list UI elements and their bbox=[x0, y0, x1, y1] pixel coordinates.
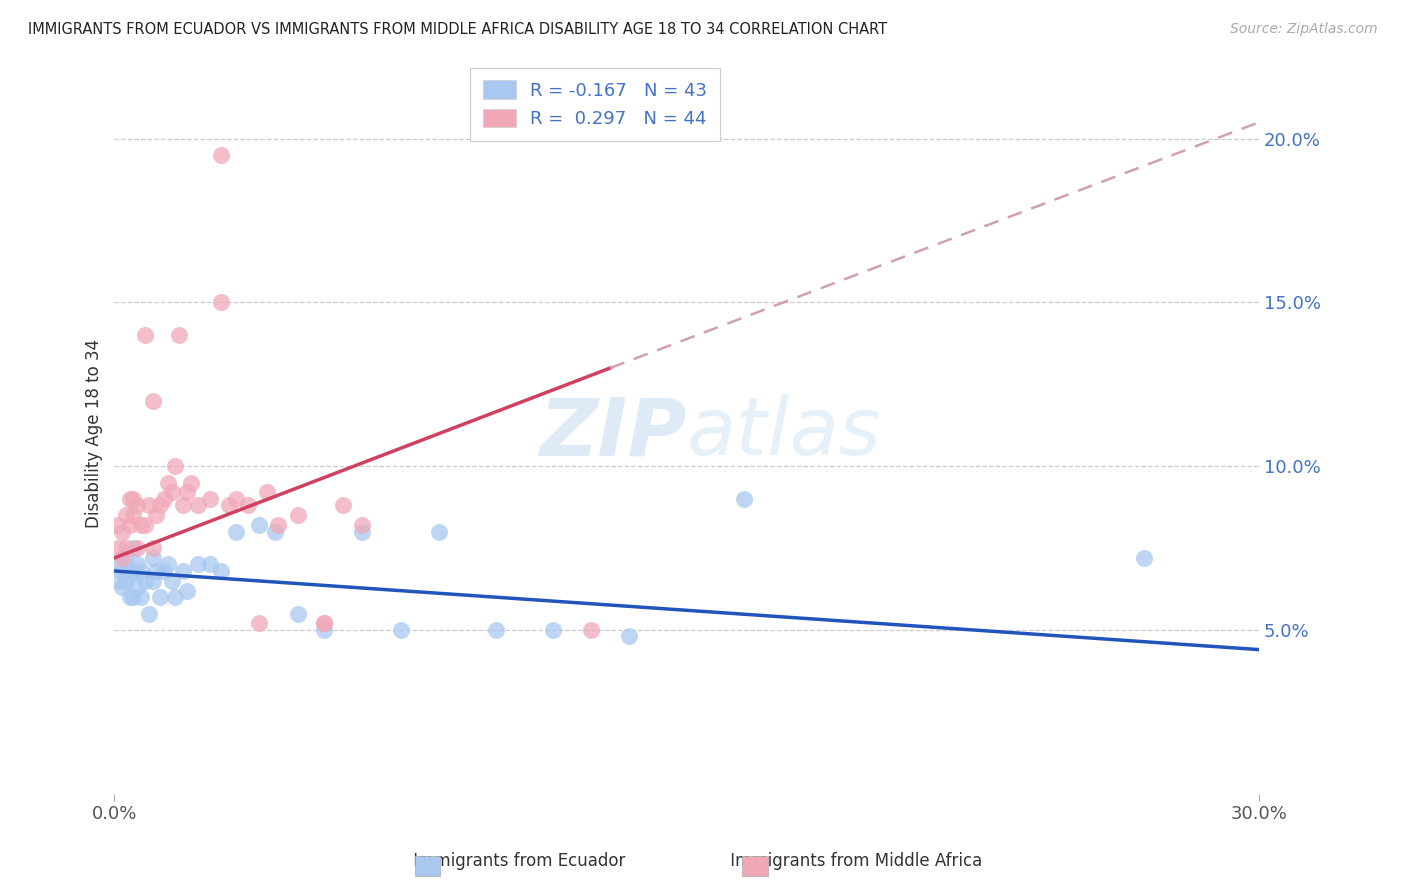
Point bbox=[209, 148, 232, 162]
Point bbox=[165, 459, 187, 474]
Point bbox=[145, 564, 167, 578]
Point bbox=[218, 499, 240, 513]
Point bbox=[111, 580, 134, 594]
Point bbox=[142, 550, 165, 565]
Point bbox=[198, 491, 221, 506]
Point bbox=[107, 541, 129, 555]
Point bbox=[142, 574, 165, 588]
Point bbox=[581, 623, 603, 637]
Legend: R = -0.167   N = 43, R =  0.297   N = 44: R = -0.167 N = 43, R = 0.297 N = 44 bbox=[471, 68, 720, 141]
Point bbox=[111, 564, 134, 578]
Point bbox=[134, 574, 156, 588]
Point bbox=[485, 623, 508, 637]
Point bbox=[209, 564, 232, 578]
Point bbox=[187, 499, 209, 513]
Text: atlas: atlas bbox=[686, 394, 882, 473]
Point bbox=[118, 590, 141, 604]
Point bbox=[127, 580, 149, 594]
Point bbox=[138, 499, 160, 513]
Point bbox=[156, 558, 179, 572]
Point bbox=[314, 616, 336, 631]
Text: IMMIGRANTS FROM ECUADOR VS IMMIGRANTS FROM MIDDLE AFRICA DISABILITY AGE 18 TO 34: IMMIGRANTS FROM ECUADOR VS IMMIGRANTS FR… bbox=[28, 22, 887, 37]
Point bbox=[256, 485, 278, 500]
Point bbox=[176, 485, 198, 500]
Point bbox=[172, 499, 194, 513]
Point bbox=[138, 607, 160, 621]
Point bbox=[314, 623, 336, 637]
Point bbox=[153, 491, 176, 506]
Point bbox=[129, 590, 152, 604]
Point bbox=[167, 328, 190, 343]
Point bbox=[160, 574, 183, 588]
Point bbox=[160, 485, 183, 500]
Point bbox=[619, 630, 641, 644]
Point bbox=[127, 499, 149, 513]
Point bbox=[172, 564, 194, 578]
Point bbox=[1133, 550, 1156, 565]
Point bbox=[107, 518, 129, 533]
Point bbox=[115, 508, 138, 523]
Point bbox=[122, 564, 145, 578]
Point bbox=[122, 508, 145, 523]
Point bbox=[209, 295, 232, 310]
Text: Immigrants from Middle Africa: Immigrants from Middle Africa bbox=[704, 852, 983, 870]
Point bbox=[129, 518, 152, 533]
Point bbox=[127, 541, 149, 555]
Point bbox=[156, 475, 179, 490]
Point bbox=[541, 623, 564, 637]
Point bbox=[153, 564, 176, 578]
Text: Immigrants from Ecuador: Immigrants from Ecuador bbox=[387, 852, 626, 870]
Point bbox=[118, 518, 141, 533]
Point bbox=[115, 541, 138, 555]
Point bbox=[427, 524, 450, 539]
Text: ZIP: ZIP bbox=[540, 394, 686, 473]
Point bbox=[176, 583, 198, 598]
Y-axis label: Disability Age 18 to 34: Disability Age 18 to 34 bbox=[86, 339, 103, 528]
Point bbox=[236, 499, 259, 513]
Point bbox=[287, 607, 309, 621]
Point bbox=[111, 524, 134, 539]
Point bbox=[129, 564, 152, 578]
Point bbox=[115, 550, 138, 565]
Point bbox=[127, 558, 149, 572]
Point bbox=[145, 508, 167, 523]
Point bbox=[118, 491, 141, 506]
Point bbox=[225, 524, 247, 539]
Point bbox=[198, 558, 221, 572]
Point bbox=[134, 518, 156, 533]
Point bbox=[122, 491, 145, 506]
Point bbox=[352, 518, 374, 533]
Point bbox=[352, 524, 374, 539]
Text: Source: ZipAtlas.com: Source: ZipAtlas.com bbox=[1230, 22, 1378, 37]
Point bbox=[134, 328, 156, 343]
Point bbox=[247, 518, 270, 533]
Point bbox=[187, 558, 209, 572]
Point bbox=[733, 491, 755, 506]
Point bbox=[314, 616, 336, 631]
Point bbox=[389, 623, 412, 637]
Point bbox=[111, 550, 134, 565]
Point bbox=[247, 616, 270, 631]
Point bbox=[142, 541, 165, 555]
Point bbox=[225, 491, 247, 506]
Point bbox=[287, 508, 309, 523]
Point bbox=[149, 499, 172, 513]
Point bbox=[263, 524, 285, 539]
Point bbox=[107, 558, 129, 572]
Point bbox=[107, 574, 129, 588]
Point bbox=[165, 590, 187, 604]
Point bbox=[115, 574, 138, 588]
Point bbox=[267, 518, 290, 533]
Point bbox=[180, 475, 202, 490]
Point bbox=[332, 499, 354, 513]
Point bbox=[118, 567, 141, 582]
Point bbox=[142, 393, 165, 408]
Point bbox=[122, 541, 145, 555]
Point bbox=[149, 590, 172, 604]
Point bbox=[122, 590, 145, 604]
